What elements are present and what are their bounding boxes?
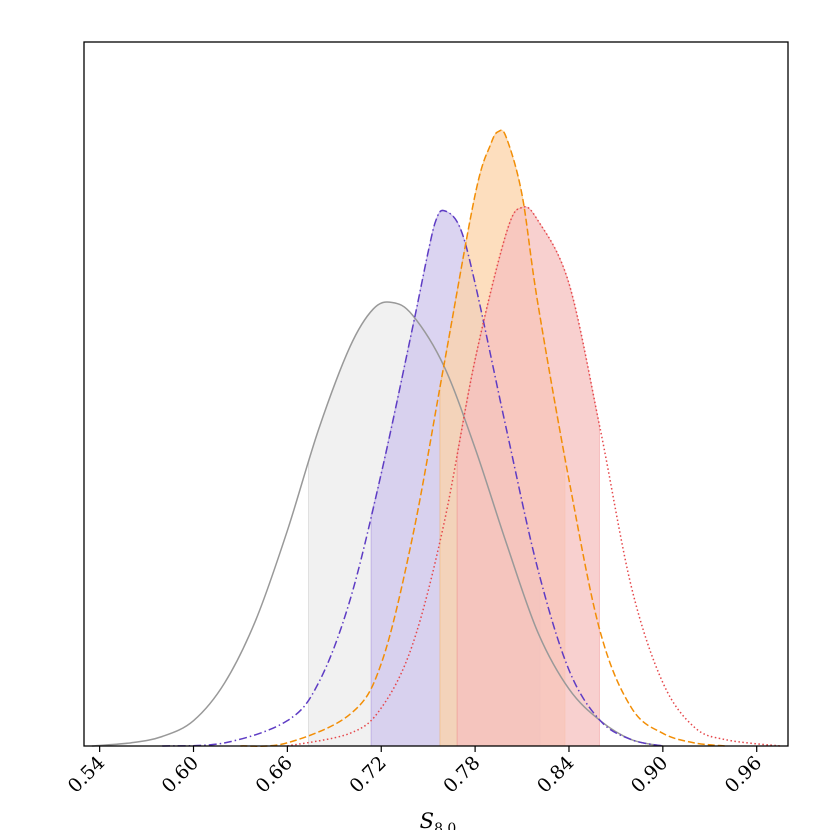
x-tick-label: 0.72 <box>345 752 390 797</box>
x-tick-label: 0.66 <box>251 752 296 797</box>
series-lines <box>91 129 781 747</box>
x-tick-label: 0.78 <box>439 752 484 797</box>
series-1-line <box>91 301 663 747</box>
series-4-line <box>287 205 781 747</box>
shaded-intervals <box>307 129 600 747</box>
plot-frame <box>83 41 789 747</box>
x-tick-label: 0.60 <box>158 752 203 797</box>
x-tick-label: 0.90 <box>627 752 672 797</box>
x-axis-ticks: 0.54 0.60 0.66 0.72 0.78 0.84 0.90 0.96 <box>64 746 766 797</box>
x-tick-label: 0.84 <box>533 752 578 797</box>
x-axis-label: S8,0 <box>420 809 457 830</box>
series-3-line <box>240 129 726 747</box>
x-tick-label: 0.54 <box>64 752 109 797</box>
x-tick-label: 0.96 <box>721 752 766 797</box>
